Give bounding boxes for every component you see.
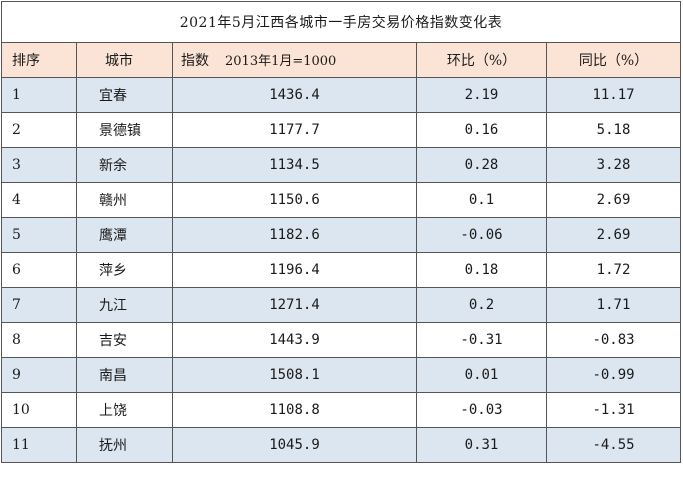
rank-cell: 6 bbox=[1, 252, 77, 288]
yoy-cell: 3.28 bbox=[545, 147, 682, 183]
header-yoy: 同比（%） bbox=[545, 42, 682, 78]
index-cell: 1045.9 bbox=[172, 427, 417, 463]
mom-cell: 0.1 bbox=[416, 182, 547, 218]
city-cell: 宜春 bbox=[76, 77, 173, 113]
table-row: 4 赣州 1150.6 0.1 2.69 bbox=[1, 182, 682, 218]
mom-cell: 2.19 bbox=[416, 77, 547, 113]
yoy-cell: 2.69 bbox=[545, 182, 682, 218]
table-body: 2021年5月江西各城市一手房交易价格指数变化表 排序 城市 指数 2013年1月… bbox=[0, 1, 682, 463]
table-row: 1 宜春 1436.4 2.19 11.17 bbox=[1, 77, 682, 113]
yoy-cell: -4.55 bbox=[545, 427, 682, 463]
city-cell: 抚州 bbox=[76, 427, 173, 463]
table-row: 11 抚州 1045.9 0.31 -4.55 bbox=[1, 427, 682, 463]
index-cell: 1443.9 bbox=[172, 322, 417, 358]
index-cell: 1108.8 bbox=[172, 392, 417, 428]
mom-cell: 0.18 bbox=[416, 252, 547, 288]
header-mom: 环比（%） bbox=[416, 42, 547, 78]
mom-cell: 0.31 bbox=[416, 427, 547, 463]
table-row: 5 鹰潭 1182.6 -0.06 2.69 bbox=[1, 217, 682, 253]
table-row: 2 景德镇 1177.7 0.16 5.18 bbox=[1, 112, 682, 148]
yoy-cell: -1.31 bbox=[545, 392, 682, 428]
rank-cell: 10 bbox=[1, 392, 77, 428]
rank-cell: 8 bbox=[1, 322, 77, 358]
table-row: 8 吉安 1443.9 -0.31 -0.83 bbox=[1, 322, 682, 358]
city-cell: 萍乡 bbox=[76, 252, 173, 288]
yoy-cell: 1.71 bbox=[545, 287, 682, 323]
yoy-cell: 1.72 bbox=[545, 252, 682, 288]
header-index-label: 指数 bbox=[181, 53, 209, 69]
city-cell: 南昌 bbox=[76, 357, 173, 393]
index-cell: 1182.6 bbox=[172, 217, 417, 253]
city-cell: 上饶 bbox=[76, 392, 173, 428]
rank-cell: 5 bbox=[1, 217, 77, 253]
header-index-note: 2013年1月=1000 bbox=[225, 54, 337, 69]
rank-cell: 2 bbox=[1, 112, 77, 148]
rank-cell: 1 bbox=[1, 77, 77, 113]
mom-cell: -0.06 bbox=[416, 217, 547, 253]
rank-cell: 7 bbox=[1, 287, 77, 323]
header-city: 城市 bbox=[76, 42, 173, 78]
rank-cell: 11 bbox=[1, 427, 77, 463]
header-rank: 排序 bbox=[1, 42, 77, 78]
table-row: 9 南昌 1508.1 0.01 -0.99 bbox=[1, 357, 682, 393]
header-row: 排序 城市 指数 2013年1月=1000 环比（%） 同比（%） bbox=[1, 42, 682, 78]
city-cell: 九江 bbox=[76, 287, 173, 323]
index-cell: 1177.7 bbox=[172, 112, 417, 148]
city-cell: 新余 bbox=[76, 147, 173, 183]
index-cell: 1196.4 bbox=[172, 252, 417, 288]
index-cell: 1508.1 bbox=[172, 357, 417, 393]
index-cell: 1436.4 bbox=[172, 77, 417, 113]
rank-cell: 9 bbox=[1, 357, 77, 393]
table-title: 2021年5月江西各城市一手房交易价格指数变化表 bbox=[0, 1, 682, 43]
index-cell: 1150.6 bbox=[172, 182, 417, 218]
index-cell: 1271.4 bbox=[172, 287, 417, 323]
city-cell: 吉安 bbox=[76, 322, 173, 358]
title-row: 2021年5月江西各城市一手房交易价格指数变化表 bbox=[0, 1, 682, 43]
yoy-cell: 5.18 bbox=[545, 112, 682, 148]
mom-cell: -0.03 bbox=[416, 392, 547, 428]
city-cell: 鹰潭 bbox=[76, 217, 173, 253]
table-row: 7 九江 1271.4 0.2 1.71 bbox=[1, 287, 682, 323]
rank-cell: 4 bbox=[1, 182, 77, 218]
table-row: 6 萍乡 1196.4 0.18 1.72 bbox=[1, 252, 682, 288]
city-cell: 赣州 bbox=[76, 182, 173, 218]
mom-cell: 0.01 bbox=[416, 357, 547, 393]
yoy-cell: 11.17 bbox=[545, 77, 682, 113]
table-row: 3 新余 1134.5 0.28 3.28 bbox=[1, 147, 682, 183]
mom-cell: 0.2 bbox=[416, 287, 547, 323]
table-row: 10 上饶 1108.8 -0.03 -1.31 bbox=[1, 392, 682, 428]
rank-cell: 3 bbox=[1, 147, 77, 183]
header-index: 指数 2013年1月=1000 bbox=[172, 42, 417, 78]
price-index-table: 2021年5月江西各城市一手房交易价格指数变化表 排序 城市 指数 2013年1月… bbox=[0, 1, 682, 463]
city-cell: 景德镇 bbox=[76, 112, 173, 148]
yoy-cell: -0.83 bbox=[545, 322, 682, 358]
yoy-cell: -0.99 bbox=[545, 357, 682, 393]
yoy-cell: 2.69 bbox=[545, 217, 682, 253]
index-cell: 1134.5 bbox=[172, 147, 417, 183]
mom-cell: 0.16 bbox=[416, 112, 547, 148]
mom-cell: -0.31 bbox=[416, 322, 547, 358]
mom-cell: 0.28 bbox=[416, 147, 547, 183]
